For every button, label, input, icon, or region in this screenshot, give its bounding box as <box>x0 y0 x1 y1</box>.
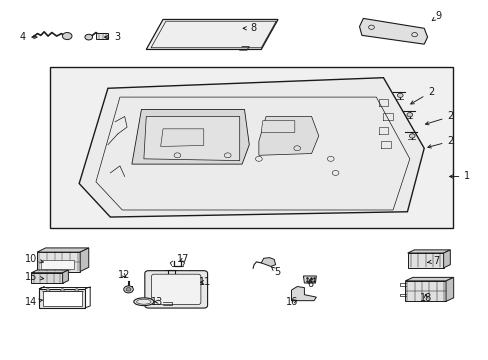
Circle shape <box>408 134 414 138</box>
Polygon shape <box>37 252 80 271</box>
Circle shape <box>397 93 402 98</box>
Bar <box>41 260 74 269</box>
Text: 14: 14 <box>25 297 43 307</box>
FancyBboxPatch shape <box>144 271 207 308</box>
Polygon shape <box>31 273 62 283</box>
Polygon shape <box>359 18 427 44</box>
Text: 9: 9 <box>431 11 441 21</box>
Polygon shape <box>132 109 249 164</box>
Text: 7: 7 <box>427 256 438 266</box>
Circle shape <box>61 289 64 292</box>
Polygon shape <box>445 277 453 301</box>
Text: 17: 17 <box>177 255 189 264</box>
Text: 16: 16 <box>285 297 298 307</box>
Text: 18: 18 <box>419 293 431 303</box>
Polygon shape <box>405 281 445 301</box>
Polygon shape <box>37 248 89 252</box>
Text: 2: 2 <box>410 87 434 104</box>
Polygon shape <box>43 291 81 306</box>
Text: 13: 13 <box>151 297 163 307</box>
Polygon shape <box>80 248 89 271</box>
Circle shape <box>75 289 79 292</box>
Circle shape <box>406 113 412 117</box>
Polygon shape <box>258 117 318 155</box>
Circle shape <box>126 288 131 291</box>
Text: 3: 3 <box>104 32 121 42</box>
Polygon shape <box>407 250 449 253</box>
Circle shape <box>62 32 72 40</box>
Polygon shape <box>291 287 316 301</box>
Polygon shape <box>40 289 85 308</box>
Text: 5: 5 <box>270 267 280 277</box>
Polygon shape <box>303 276 316 283</box>
Text: 15: 15 <box>25 272 43 282</box>
Circle shape <box>85 34 92 40</box>
Text: 6: 6 <box>307 279 313 289</box>
Polygon shape <box>146 19 278 49</box>
Text: 10: 10 <box>25 255 43 264</box>
Polygon shape <box>79 78 424 217</box>
Text: 12: 12 <box>117 270 130 280</box>
Circle shape <box>123 286 133 293</box>
Ellipse shape <box>134 298 154 306</box>
Text: 8: 8 <box>243 23 256 33</box>
Text: 2: 2 <box>427 136 453 148</box>
Bar <box>50 67 452 228</box>
Polygon shape <box>62 270 68 283</box>
Polygon shape <box>261 258 275 266</box>
Polygon shape <box>160 129 203 147</box>
Polygon shape <box>31 270 68 273</box>
Circle shape <box>46 289 50 292</box>
Polygon shape <box>443 250 449 268</box>
Polygon shape <box>261 121 294 132</box>
Polygon shape <box>407 253 443 268</box>
Polygon shape <box>405 277 453 281</box>
Text: 1: 1 <box>448 171 469 181</box>
Text: 4: 4 <box>20 32 37 42</box>
FancyBboxPatch shape <box>151 274 201 305</box>
Bar <box>96 33 108 39</box>
Text: 2: 2 <box>425 112 453 125</box>
Polygon shape <box>143 117 239 161</box>
Text: 11: 11 <box>199 277 211 287</box>
